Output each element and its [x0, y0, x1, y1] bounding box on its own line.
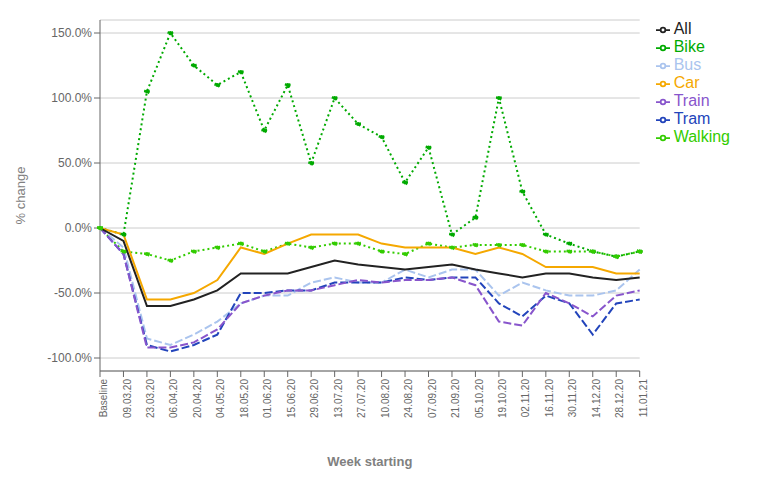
svg-text:14.12.20: 14.12.20	[591, 379, 602, 418]
svg-text:30.11.20: 30.11.20	[567, 379, 578, 418]
html-text:Walking: Walking	[673, 128, 730, 145]
html-text:Bus: Bus	[673, 56, 702, 73]
svg-text:15.06.20: 15.06.20	[286, 379, 297, 418]
svg-text:29.06.20: 29.06.20	[309, 379, 320, 418]
html-text:Tram: Tram	[673, 110, 711, 127]
html-text:Train: Train	[673, 92, 710, 109]
svg-text:100.0%: 100.0%	[51, 91, 92, 105]
svg-text:% change: % change	[13, 167, 28, 225]
html-text:Car: Car	[673, 74, 700, 91]
svg-text:150.0%: 150.0%	[51, 26, 92, 40]
svg-text:09.03.20: 09.03.20	[122, 379, 133, 418]
svg-text:Baseline: Baseline	[98, 379, 109, 418]
svg-text:02.11.20: 02.11.20	[520, 379, 531, 418]
svg-text:21.09.20: 21.09.20	[450, 379, 461, 418]
svg-text:19.10.20: 19.10.20	[497, 379, 508, 418]
svg-text:50.0%: 50.0%	[58, 156, 92, 170]
svg-text:04.05.20: 04.05.20	[215, 379, 226, 418]
svg-text:Week starting: Week starting	[327, 454, 412, 469]
svg-text:-50.0%: -50.0%	[54, 286, 92, 300]
svg-text:16.11.20: 16.11.20	[544, 379, 555, 418]
svg-text:01.06.20: 01.06.20	[262, 379, 273, 418]
html-text:Bike: Bike	[673, 38, 705, 55]
svg-text:10.08.20: 10.08.20	[380, 379, 391, 418]
svg-text:11.01.21: 11.01.21	[638, 379, 649, 418]
svg-text:05.10.20: 05.10.20	[474, 379, 485, 418]
svg-text:0.0%: 0.0%	[65, 221, 93, 235]
svg-text:13.07.20: 13.07.20	[333, 379, 344, 418]
svg-text:-100.0%: -100.0%	[47, 351, 92, 365]
svg-text:06.04.20: 06.04.20	[168, 379, 179, 418]
svg-text:07.09.20: 07.09.20	[427, 379, 438, 418]
svg-text:18.05.20: 18.05.20	[239, 379, 250, 418]
svg-text:20.04.20: 20.04.20	[192, 379, 203, 418]
svg-text:28.12.20: 28.12.20	[614, 379, 625, 418]
svg-text:24.08.20: 24.08.20	[403, 379, 414, 418]
svg-text:27.07.20: 27.07.20	[356, 379, 367, 418]
svg-text:23.03.20: 23.03.20	[145, 379, 156, 418]
html-text:All: All	[673, 20, 692, 37]
